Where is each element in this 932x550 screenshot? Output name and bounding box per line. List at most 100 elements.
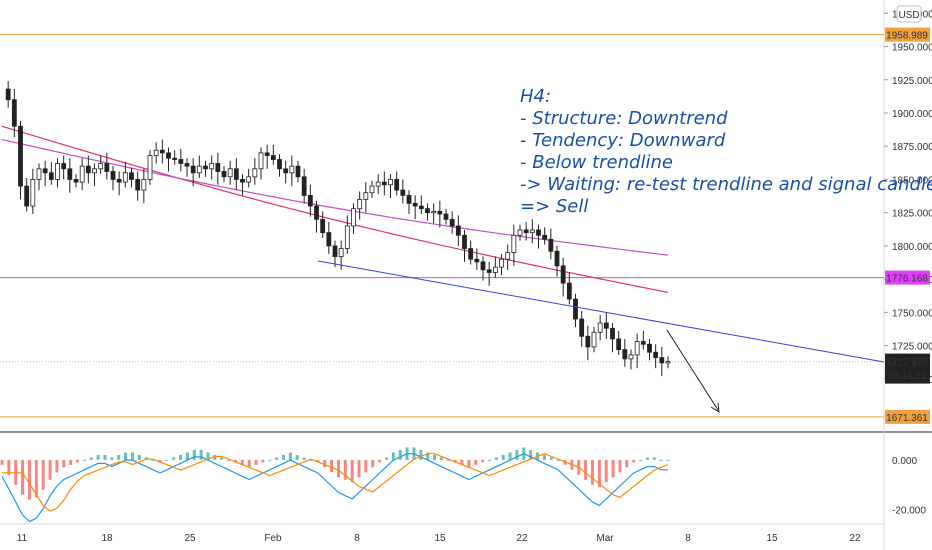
candle-body[interactable] xyxy=(172,157,178,160)
candle-body[interactable] xyxy=(104,163,110,172)
candle-body[interactable] xyxy=(184,163,190,167)
candle-body[interactable] xyxy=(554,250,560,267)
candle-body[interactable] xyxy=(122,172,128,183)
candle-body[interactable] xyxy=(79,165,85,183)
candle-body[interactable] xyxy=(400,189,406,196)
candle-body[interactable] xyxy=(332,245,338,257)
candle-body[interactable] xyxy=(73,179,79,183)
candle-body[interactable] xyxy=(375,181,381,187)
candle-body[interactable] xyxy=(591,331,597,348)
candle-body[interactable] xyxy=(425,208,430,214)
candle-body[interactable] xyxy=(98,163,104,170)
candle-body[interactable] xyxy=(153,149,159,156)
candle-body[interactable] xyxy=(277,159,282,170)
candle-body[interactable] xyxy=(301,176,307,196)
candle-body[interactable] xyxy=(603,322,609,329)
trendline-group[interactable] xyxy=(317,260,885,363)
candle-body[interactable] xyxy=(159,149,165,154)
candle-body[interactable] xyxy=(653,351,659,358)
candle-body[interactable] xyxy=(406,194,412,204)
candle-body[interactable] xyxy=(178,159,184,164)
candle-body[interactable] xyxy=(449,218,455,227)
candle-body[interactable] xyxy=(492,266,498,273)
candlesticks[interactable] xyxy=(5,81,671,377)
candle-body[interactable] xyxy=(203,165,208,170)
candle-body[interactable] xyxy=(233,168,239,180)
candle-body[interactable] xyxy=(634,341,640,356)
candle-body[interactable] xyxy=(412,202,418,207)
candle-body[interactable] xyxy=(190,165,196,174)
candle-body[interactable] xyxy=(622,349,628,360)
candle-body[interactable] xyxy=(116,179,122,183)
candle-body[interactable] xyxy=(455,225,461,236)
candle-body[interactable] xyxy=(505,252,511,260)
candle-body[interactable] xyxy=(542,234,548,240)
candle-body[interactable] xyxy=(30,179,36,207)
candle-body[interactable] xyxy=(517,229,523,236)
candle-body[interactable] xyxy=(418,205,424,210)
candle-body[interactable] xyxy=(221,171,227,178)
oscillator-pane[interactable] xyxy=(0,432,884,524)
candle-body[interactable] xyxy=(147,155,153,180)
candle-body[interactable] xyxy=(443,213,449,220)
price-pane[interactable] xyxy=(0,0,884,432)
candle-body[interactable] xyxy=(437,210,443,215)
candle-body[interactable] xyxy=(647,343,652,353)
candle-body[interactable] xyxy=(659,357,665,364)
currency-badge[interactable]: USD xyxy=(896,5,922,23)
candle-body[interactable] xyxy=(560,265,566,284)
candle-body[interactable] xyxy=(381,181,387,186)
candle-body[interactable] xyxy=(289,165,295,174)
candle-body[interactable] xyxy=(283,168,289,174)
candle-body[interactable] xyxy=(566,282,572,300)
candle-body[interactable] xyxy=(320,218,326,234)
candle-body[interactable] xyxy=(215,163,221,172)
candle-body[interactable] xyxy=(307,194,313,207)
candle-body[interactable] xyxy=(24,185,30,207)
candle-body[interactable] xyxy=(270,155,276,160)
downtrend-line[interactable] xyxy=(317,260,885,363)
candle-body[interactable] xyxy=(48,172,54,180)
candle-body[interactable] xyxy=(258,152,264,170)
candle-body[interactable] xyxy=(363,192,369,200)
candle-body[interactable] xyxy=(640,341,646,345)
candle-body[interactable] xyxy=(11,99,17,127)
candle-body[interactable] xyxy=(42,168,48,174)
candle-body[interactable] xyxy=(628,354,634,360)
candle-body[interactable] xyxy=(573,298,578,320)
candle-body[interactable] xyxy=(209,163,215,170)
candle-body[interactable] xyxy=(665,361,671,364)
candle-body[interactable] xyxy=(597,322,603,333)
candle-body[interactable] xyxy=(227,168,233,178)
candle-body[interactable] xyxy=(196,165,202,174)
candle-body[interactable] xyxy=(351,208,356,227)
candle-body[interactable] xyxy=(474,258,480,263)
candle-body[interactable] xyxy=(252,168,258,178)
candle-body[interactable] xyxy=(67,168,73,180)
candle-body[interactable] xyxy=(55,163,60,180)
candle-body[interactable] xyxy=(610,327,615,340)
candle-body[interactable] xyxy=(240,179,245,183)
candle-body[interactable] xyxy=(388,179,393,186)
candle-body[interactable] xyxy=(523,229,529,234)
candle-body[interactable] xyxy=(462,234,467,249)
candle-body[interactable] xyxy=(295,165,301,178)
candle-body[interactable] xyxy=(394,179,400,191)
candle-body[interactable] xyxy=(616,338,622,350)
candle-body[interactable] xyxy=(357,198,363,210)
candle-body[interactable] xyxy=(5,88,11,101)
candle-body[interactable] xyxy=(529,229,535,234)
candle-body[interactable] xyxy=(585,335,591,348)
candle-body[interactable] xyxy=(326,232,332,247)
candle-body[interactable] xyxy=(344,225,350,249)
candle-body[interactable] xyxy=(486,269,492,273)
candle-body[interactable] xyxy=(511,234,517,253)
candle-body[interactable] xyxy=(468,248,474,260)
candle-body[interactable] xyxy=(264,152,270,156)
candle-body[interactable] xyxy=(246,176,252,183)
candle-body[interactable] xyxy=(548,238,554,252)
candle-body[interactable] xyxy=(135,179,141,191)
candle-body[interactable] xyxy=(480,261,486,271)
candle-body[interactable] xyxy=(141,179,147,191)
